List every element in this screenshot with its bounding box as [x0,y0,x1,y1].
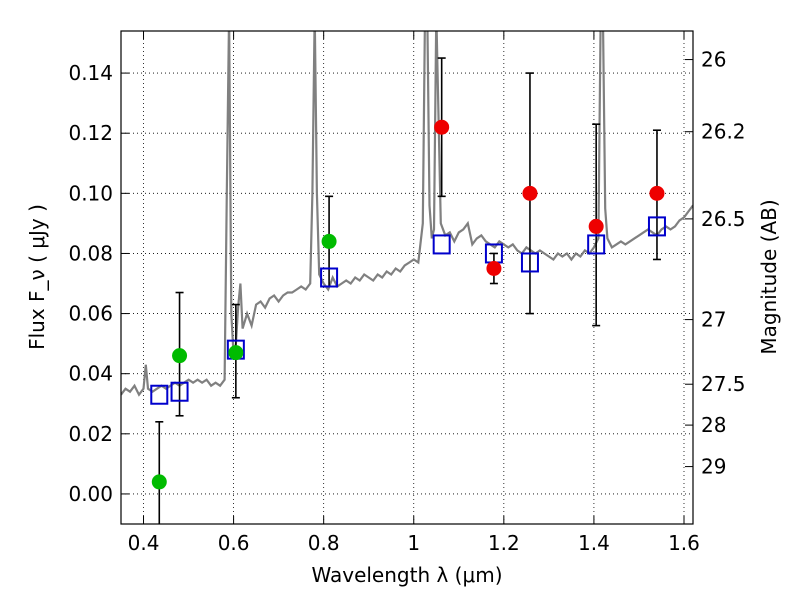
y-axis-ticks: 0.00 0.02 0.04 0.06 0.08 0.10 0.12 0.14 [68,61,129,506]
right-tick-label: 27 [701,308,726,332]
right-tick-label: 27.5 [701,372,746,396]
observed-circle-point [522,185,538,201]
right-axis-label: Magnitude (AB) [757,199,781,354]
model-square-point [150,384,169,405]
observed-circle-point [486,260,502,276]
observed-points [151,119,665,490]
observed-circle-point [321,233,337,249]
y-axis-label: Flux F_ν ( μJy ) [25,204,49,350]
plot-background [121,31,693,524]
right-tick-label: 26.5 [701,207,746,231]
model-square-point [520,252,539,273]
y-tick-label: 0.14 [68,61,113,85]
y-tick-label: 0.00 [68,482,113,506]
right-tick-label: 26.2 [701,120,746,144]
plot-area [121,31,693,524]
x-tick-label: 0.6 [218,531,250,555]
y-tick-label: 0.02 [68,422,113,446]
x-axis-label: Wavelength λ (μm) [311,563,502,587]
observed-circle-point [228,345,244,361]
x-axis-ticks: 0.4 0.6 0.8 1 1.2 1.4 1.6 [128,31,700,555]
spectrum-line [121,31,693,397]
x-tick-label: 1.6 [668,531,700,555]
y-tick-label: 0.06 [68,302,113,326]
observed-circle-point [434,119,450,135]
right-axis-ticks: 26 26.2 26.5 27 27.5 28 29 [685,48,746,479]
model-square-point [647,216,666,237]
x-tick-label: 0.8 [308,531,340,555]
model-square-point [432,234,451,255]
x-tick-label: 1 [407,531,420,555]
y-tick-label: 0.10 [68,181,113,205]
right-tick-label: 29 [701,455,726,479]
y-tick-label: 0.08 [68,241,113,265]
observed-circle-point [172,348,188,364]
observed-circle-point [151,474,167,490]
y-tick-label: 0.04 [68,362,113,386]
model-square-point [320,267,339,288]
right-tick-label: 26 [701,48,726,72]
observed-circle-point [588,218,604,234]
plot-frame [120,30,694,525]
model-square-point [170,381,189,402]
x-tick-label: 0.4 [128,531,160,555]
x-tick-label: 1.4 [578,531,610,555]
observed-circle-point [649,185,665,201]
right-tick-label: 28 [701,413,726,437]
y-tick-label: 0.12 [68,121,113,145]
model-square-point [587,234,606,255]
x-tick-label: 1.2 [488,531,520,555]
